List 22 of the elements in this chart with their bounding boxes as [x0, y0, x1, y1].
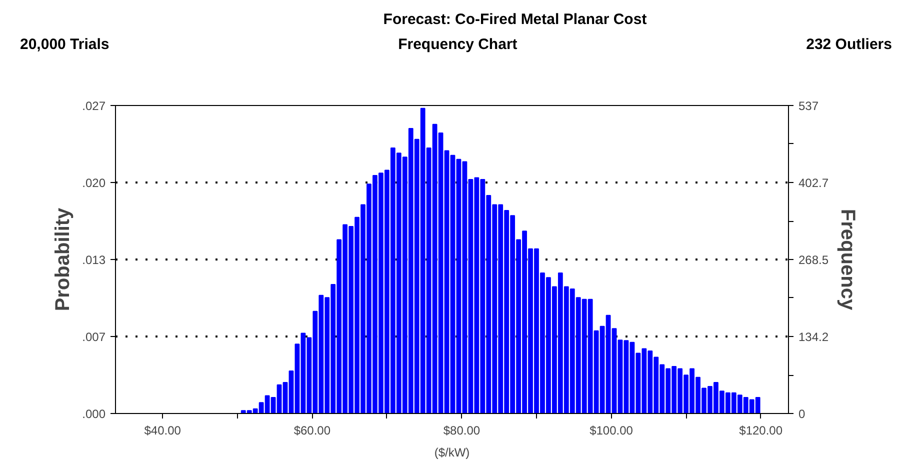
x-axis-title: ($/kW): [434, 446, 470, 460]
x-tick-label: $40.00: [144, 424, 182, 438]
chart-title: Forecast: Co-Fired Metal Planar Cost: [382, 10, 648, 30]
text: 20,000 Trials: [20, 35, 110, 55]
y-tick-label: .020: [82, 176, 106, 190]
y2-tick-label: 134.2: [798, 330, 829, 344]
x-tick-label: $60.00: [294, 424, 331, 438]
y2-tick-label: 268.5: [798, 253, 829, 267]
y2-tick-label: 402.7: [798, 176, 829, 190]
y-tick-label: .007: [82, 330, 106, 344]
y-tick-label: .013: [82, 253, 106, 267]
x-tick-label: $80.00: [443, 424, 480, 438]
x-tick-label: $100.00: [590, 424, 634, 438]
y2-tick-label: 537: [798, 99, 819, 113]
x-tick-label: $120.00: [739, 424, 783, 438]
y2-axis-title: Frequency: [836, 208, 859, 311]
chart-subtitle: Frequency Chart: [398, 35, 518, 55]
y-tick-label: .027: [82, 99, 106, 113]
text: 232 Outliers: [806, 35, 892, 55]
y-axis-title: Probability: [52, 206, 74, 312]
y2-tick-label: 0: [798, 407, 806, 421]
y-tick-label: .000: [82, 407, 106, 421]
